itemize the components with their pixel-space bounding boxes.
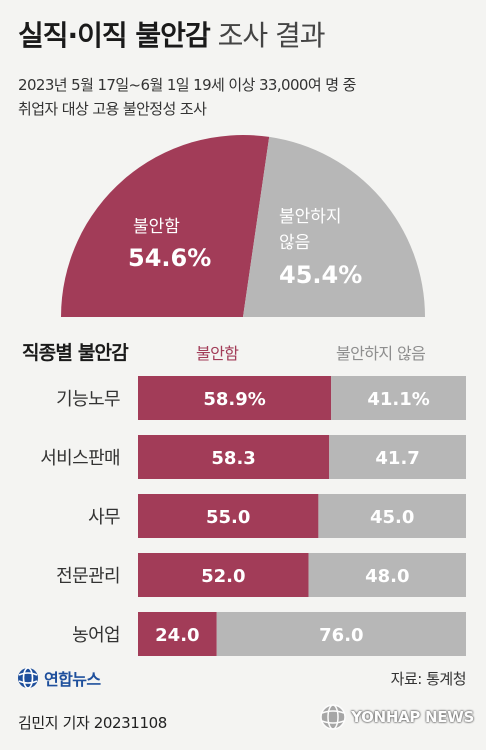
- bar-anxious: [138, 553, 309, 597]
- category-label: 사무: [88, 507, 120, 528]
- pie-label-anxious: 불안함: [133, 217, 180, 237]
- watermark: YONHAP NEWS: [319, 703, 474, 731]
- value-label-not-anxious: 76.0: [319, 625, 363, 646]
- value-label-anxious: 58.9%: [203, 389, 265, 410]
- pie-slice-not-anxious: [243, 136, 425, 317]
- value-label-anxious: 55.0: [206, 507, 250, 528]
- source-note: 자료: 통계청: [390, 670, 467, 688]
- category-label: 전문관리: [56, 566, 120, 587]
- pie-value-not-anxious: 45.4%: [279, 261, 362, 289]
- value-label-not-anxious: 48.0: [365, 566, 409, 587]
- value-label-not-anxious: 41.1%: [367, 389, 429, 410]
- value-label-not-anxious: 45.0: [370, 507, 414, 528]
- bar-anxious: [138, 494, 319, 538]
- subtitle-line-1: 2023년 5월 17일~6월 1일 19세 이상 33,000여 명 중: [18, 76, 356, 94]
- bar-not-anxious: [329, 435, 466, 479]
- reporter-credit: 김민지 기자 20231108: [18, 714, 167, 732]
- legend-not-anxious: 불안하지 않음: [336, 344, 426, 363]
- watermark-globe-icon: [320, 704, 346, 730]
- value-label-anxious: 58.3: [211, 448, 255, 469]
- yonhap-logo: 연합뉴스: [16, 666, 101, 690]
- logo-name: 연합뉴스: [44, 670, 101, 689]
- bar-anxious: [138, 612, 217, 656]
- pie-value-anxious: 54.6%: [128, 244, 211, 272]
- category-label: 농어업: [72, 625, 120, 646]
- title-bold: 실직·이직 불안감: [18, 19, 211, 52]
- pie-label-not-anxious-line2: 않음: [279, 233, 310, 253]
- watermark-text: YONHAP NEWS: [351, 708, 474, 726]
- pie-label-not-anxious-line1: 불안하지: [279, 207, 342, 227]
- category-label: 서비스판매: [40, 448, 120, 469]
- value-label-anxious: 24.0: [155, 625, 199, 646]
- legend-anxious: 불안함: [196, 344, 239, 363]
- chart-title: 실직·이직 불안감 조사 결과: [18, 14, 326, 54]
- yonhap-globe-icon: [18, 667, 38, 689]
- bar-not-anxious: [216, 612, 466, 656]
- bar-anxious: [138, 376, 332, 420]
- value-label-not-anxious: 41.7: [375, 448, 419, 469]
- subtitle-line-2: 취업자 대상 고용 불안정성 조사: [18, 100, 207, 118]
- title-light: 조사 결과: [217, 19, 326, 52]
- category-label: 기능노무: [56, 389, 120, 410]
- pie-slice-anxious: [61, 135, 270, 317]
- bar-not-anxious: [308, 553, 466, 597]
- bar-chart-title: 직종별 불안감: [22, 342, 129, 364]
- value-label-anxious: 52.0: [201, 566, 245, 587]
- bar-anxious: [138, 435, 330, 479]
- bar-not-anxious: [318, 494, 466, 538]
- bar-not-anxious: [331, 376, 466, 420]
